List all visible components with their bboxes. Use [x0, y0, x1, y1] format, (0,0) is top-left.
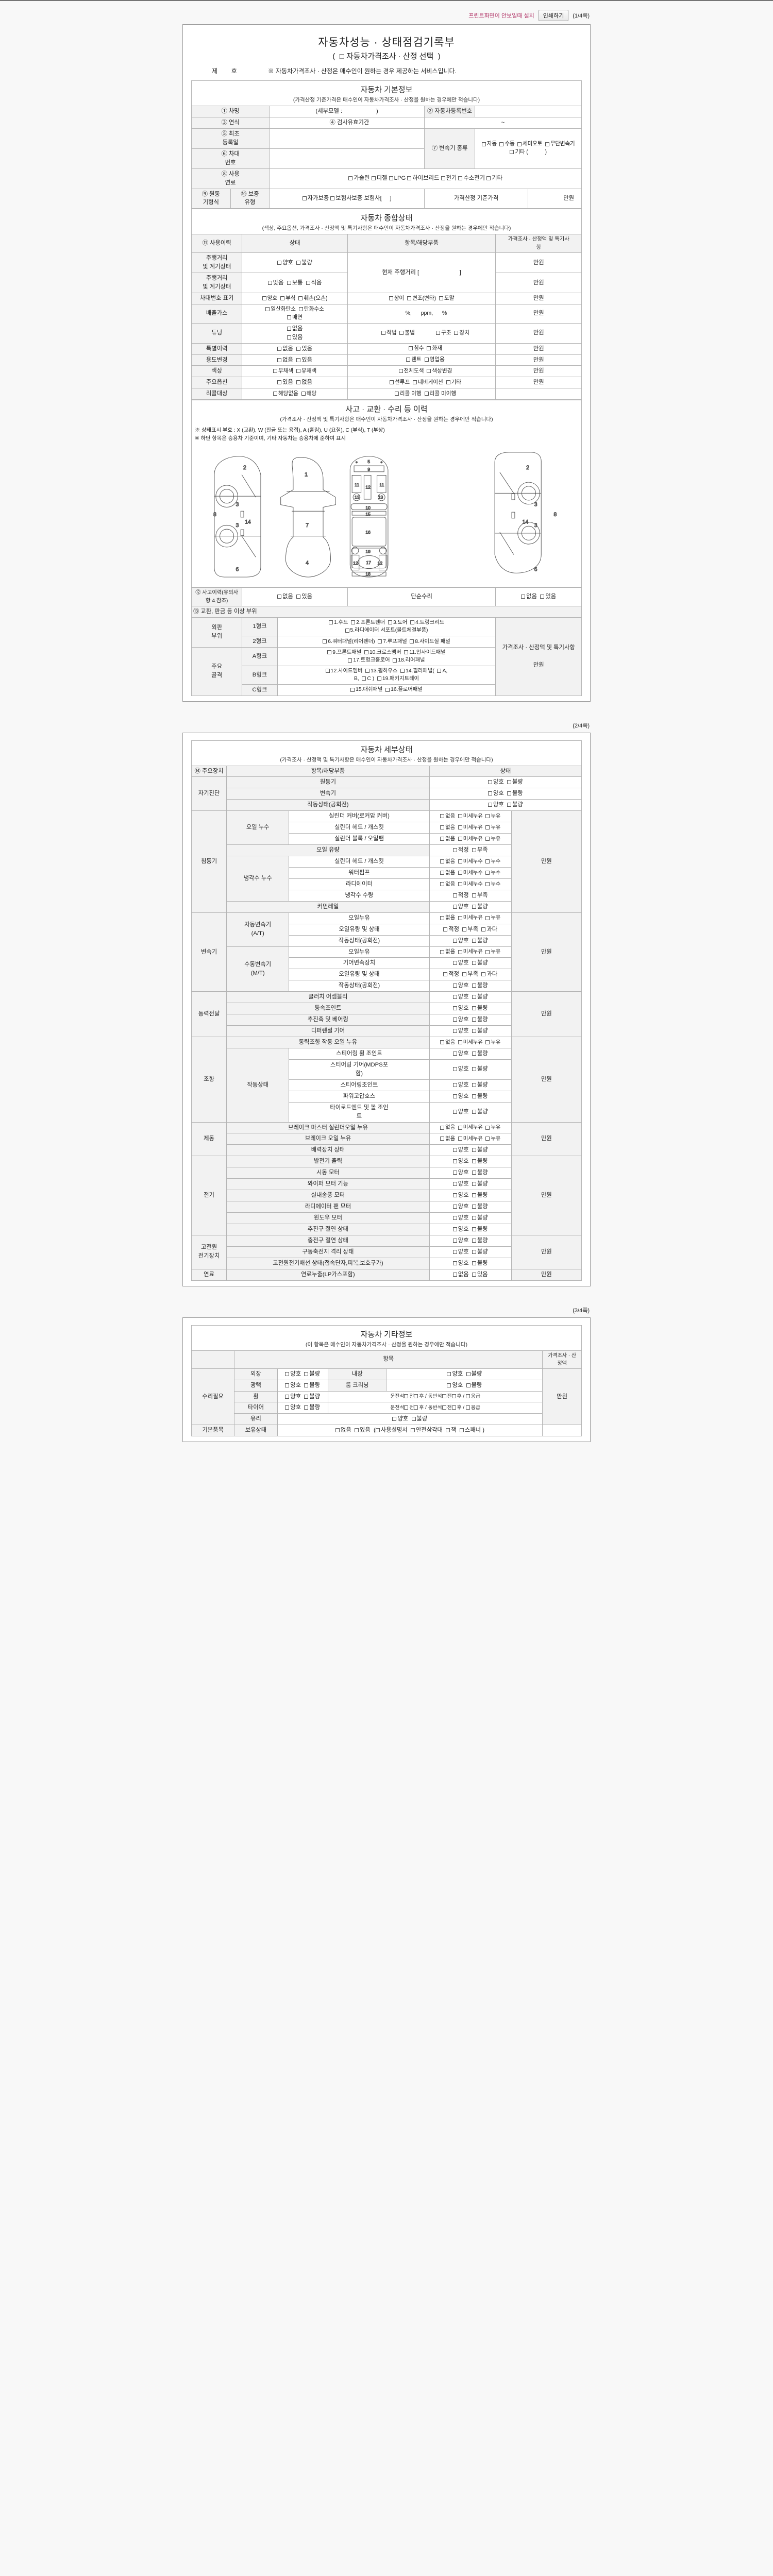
svg-text:15: 15: [365, 512, 371, 517]
svg-text:6: 6: [236, 567, 239, 573]
svg-text:6: 6: [534, 567, 537, 573]
svg-text:14: 14: [245, 519, 251, 526]
svg-text:19: 19: [365, 549, 371, 554]
svg-text:5: 5: [367, 459, 370, 464]
svg-text:11: 11: [355, 482, 359, 487]
svg-text:12: 12: [365, 485, 371, 490]
svg-text:8: 8: [213, 512, 216, 518]
svg-text:17: 17: [366, 560, 371, 565]
svg-text:3: 3: [534, 522, 537, 529]
svg-text:4: 4: [306, 560, 309, 566]
svg-text:11: 11: [379, 482, 384, 487]
svg-text:14: 14: [522, 519, 528, 526]
svg-text:12: 12: [353, 561, 358, 566]
svg-text:9: 9: [367, 467, 370, 472]
svg-text:12: 12: [378, 561, 383, 566]
svg-text:3: 3: [236, 502, 239, 508]
svg-text:10: 10: [365, 505, 371, 511]
svg-text:3: 3: [236, 522, 239, 529]
svg-text:8: 8: [553, 512, 557, 518]
svg-text:7: 7: [306, 522, 309, 529]
svg-text:2: 2: [526, 465, 529, 471]
svg-text:13: 13: [355, 495, 360, 500]
svg-text:3: 3: [534, 502, 537, 508]
svg-text:13: 13: [378, 495, 383, 500]
svg-text:16: 16: [365, 530, 371, 535]
svg-text:1: 1: [305, 472, 308, 478]
svg-text:2: 2: [243, 465, 246, 471]
svg-text:18: 18: [365, 571, 371, 577]
